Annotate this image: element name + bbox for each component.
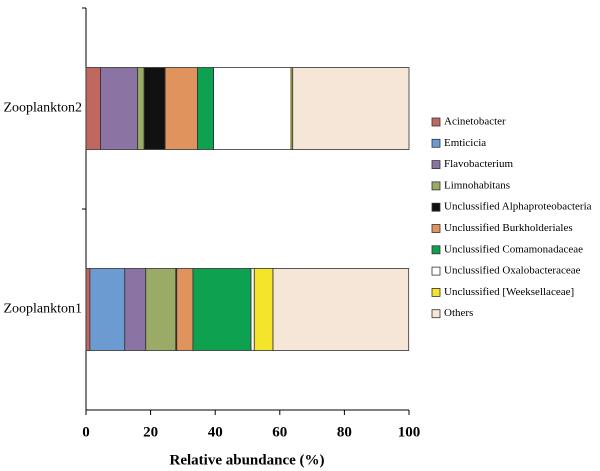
bar-segment bbox=[85, 67, 101, 150]
legend-swatch bbox=[431, 138, 441, 148]
legend-swatch bbox=[431, 224, 441, 233]
legend-label: Acinetobacter bbox=[444, 116, 506, 128]
bar-segment bbox=[143, 67, 166, 150]
legend-label: Emticicia bbox=[444, 137, 486, 149]
legend-swatch bbox=[431, 160, 441, 170]
bar-segment bbox=[137, 67, 145, 150]
bar-segment bbox=[213, 67, 292, 150]
legend-label: Flavobacterium bbox=[444, 158, 513, 170]
x-axis-label: Relative abundance (%) bbox=[170, 452, 325, 468]
legend-swatch bbox=[431, 266, 441, 276]
legend-label: Unclussified Alphaproteobacteria bbox=[444, 201, 592, 213]
bar-segment bbox=[124, 268, 147, 351]
legend-label: Unclussified Oxalobacteraceae bbox=[444, 265, 581, 277]
bar-segment bbox=[272, 268, 410, 351]
legend-label: Unclussified Burkholderiales bbox=[444, 222, 573, 234]
bar-segment bbox=[100, 67, 139, 150]
x-tick-label: 40 bbox=[208, 424, 223, 440]
x-tick-label: 60 bbox=[272, 424, 287, 440]
x-tick-label: 100 bbox=[398, 424, 421, 440]
bar-segment bbox=[250, 268, 255, 351]
y-tick-label: Zooplankton1 bbox=[3, 302, 82, 317]
bar-segment bbox=[292, 67, 410, 150]
bar-segment bbox=[197, 67, 214, 150]
bar-segment bbox=[145, 268, 177, 351]
bar-segment bbox=[85, 268, 91, 351]
bar-segment bbox=[164, 67, 198, 150]
bar-segment bbox=[192, 268, 252, 351]
legend-swatch bbox=[431, 245, 441, 255]
legend-swatch bbox=[431, 287, 441, 297]
legend-swatch bbox=[431, 117, 441, 127]
legend-label: Unclussified Comamonadaceae bbox=[444, 243, 583, 255]
bar-segment bbox=[176, 268, 194, 351]
x-tick-label: 0 bbox=[82, 424, 90, 440]
bar-segment bbox=[253, 268, 274, 351]
legend-label: Others bbox=[444, 307, 473, 319]
legend-label: Unclussified [Weeksellaceae] bbox=[444, 286, 574, 298]
x-tick-label: 20 bbox=[143, 424, 158, 440]
legend-label: Limnohabitans bbox=[444, 179, 510, 191]
bar-segment bbox=[89, 268, 126, 351]
legend-swatch bbox=[431, 181, 441, 191]
y-tick-label: Zooplankton2 bbox=[3, 101, 82, 116]
legend-swatch bbox=[431, 202, 441, 212]
x-tick-label: 80 bbox=[337, 424, 352, 440]
legend-swatch bbox=[431, 309, 441, 319]
